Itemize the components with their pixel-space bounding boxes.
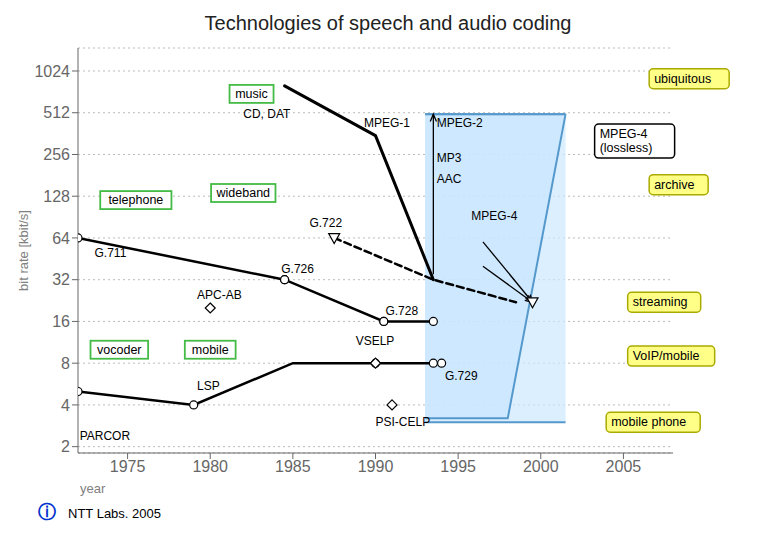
svg-text:8: 8 bbox=[61, 355, 70, 372]
svg-text:MPEG-4(lossless): MPEG-4(lossless) bbox=[600, 127, 653, 155]
svg-text:1990: 1990 bbox=[358, 458, 394, 475]
svg-text:MPEG-1: MPEG-1 bbox=[364, 116, 410, 130]
svg-text:1995: 1995 bbox=[440, 458, 476, 475]
svg-text:MPEG-2: MPEG-2 bbox=[437, 116, 483, 130]
svg-text:telephone: telephone bbox=[108, 193, 163, 207]
svg-text:year: year bbox=[80, 481, 106, 496]
svg-text:G.726: G.726 bbox=[281, 262, 314, 276]
svg-text:MPEG-4: MPEG-4 bbox=[471, 209, 517, 223]
svg-text:vocoder: vocoder bbox=[97, 343, 141, 357]
svg-text:PSI-CELP: PSI-CELP bbox=[376, 415, 431, 429]
svg-text:G.729: G.729 bbox=[445, 369, 478, 383]
svg-text:G.711: G.711 bbox=[95, 246, 127, 260]
svg-text:CD, DAT: CD, DAT bbox=[243, 107, 291, 121]
svg-text:1024: 1024 bbox=[34, 63, 70, 80]
svg-text:1980: 1980 bbox=[192, 458, 228, 475]
svg-text:VoIP/mobile: VoIP/mobile bbox=[633, 349, 700, 363]
svg-text:128: 128 bbox=[43, 188, 70, 205]
svg-text:music: music bbox=[235, 87, 268, 101]
svg-text:512: 512 bbox=[43, 104, 70, 121]
svg-text:AAC: AAC bbox=[437, 172, 462, 186]
html-text:NTT Labs. 2005: NTT Labs. 2005 bbox=[68, 506, 161, 521]
svg-text:LSP: LSP bbox=[197, 379, 220, 393]
svg-text:G.722: G.722 bbox=[309, 216, 342, 230]
svg-text:2005: 2005 bbox=[606, 458, 642, 475]
svg-text:archive: archive bbox=[654, 178, 694, 192]
svg-text:2: 2 bbox=[61, 438, 70, 455]
html-text:Technologies of speech and aud: Technologies of speech and audio coding bbox=[204, 12, 572, 34]
svg-text:2000: 2000 bbox=[523, 458, 559, 475]
svg-text:1975: 1975 bbox=[110, 458, 146, 475]
svg-text:32: 32 bbox=[52, 271, 70, 288]
svg-text:64: 64 bbox=[52, 230, 70, 247]
svg-text:256: 256 bbox=[43, 146, 70, 163]
svg-text:VSELP: VSELP bbox=[356, 334, 395, 348]
svg-text:PARCOR: PARCOR bbox=[80, 429, 131, 443]
svg-text:ubiquitous: ubiquitous bbox=[654, 72, 711, 86]
svg-text:mobile: mobile bbox=[192, 343, 229, 357]
svg-text:bit rate [kbit/s]: bit rate [kbit/s] bbox=[16, 210, 31, 291]
svg-text:4: 4 bbox=[61, 397, 70, 414]
svg-text:G.728: G.728 bbox=[385, 304, 418, 318]
svg-text:streaming: streaming bbox=[633, 295, 688, 309]
svg-text:mobile phone: mobile phone bbox=[611, 415, 686, 429]
svg-text:1985: 1985 bbox=[275, 458, 311, 475]
svg-text:APC-AB: APC-AB bbox=[197, 288, 242, 302]
svg-text:wideband: wideband bbox=[216, 186, 271, 200]
svg-text:16: 16 bbox=[52, 313, 70, 330]
svg-text:MP3: MP3 bbox=[437, 151, 462, 165]
